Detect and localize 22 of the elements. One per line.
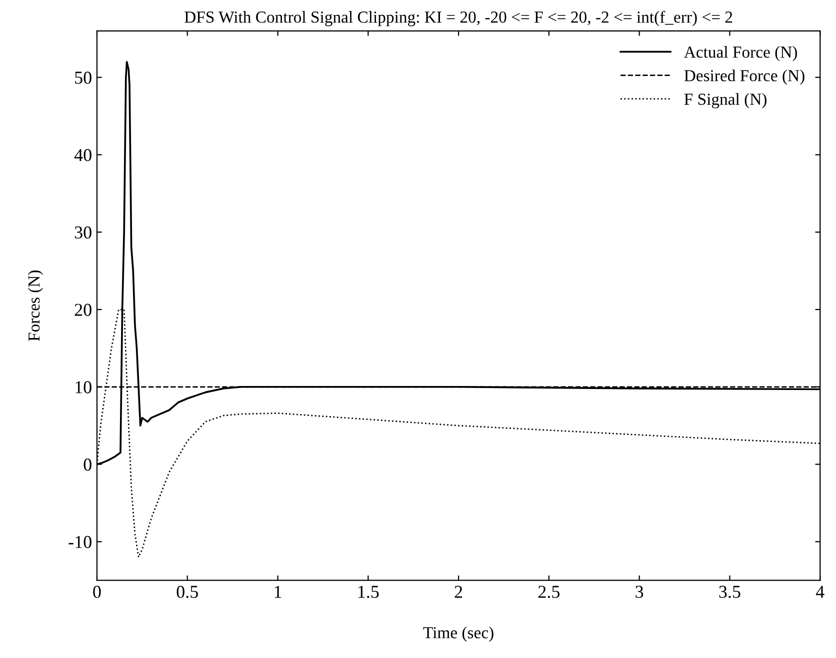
x-tick-label: 1 — [274, 586, 282, 598]
y-tick-label: 30 — [74, 226, 92, 239]
y-tick-label: 10 — [76, 381, 92, 394]
y-axis-title: Forces (N) — [28, 270, 44, 342]
legend-label: Desired Force (N) — [684, 70, 804, 85]
x-tick-label: 2 — [454, 586, 462, 598]
x-tick-label: 3.5 — [719, 586, 740, 598]
x-tick-label: 0.5 — [176, 586, 198, 598]
y-tick-label: -10 — [68, 536, 92, 548]
y-tick-label: 50 — [75, 72, 92, 84]
legend-label: Actual Force (N) — [684, 46, 797, 62]
legend-label: F Signal (N) — [684, 93, 766, 108]
y-tick-label: 20 — [74, 304, 92, 316]
chart-title: DFS With Control Signal Clipping: KI = 20, -20 <= F <= 20, -2 <= int(f_err) <= 2 — [184, 10, 732, 26]
y-tick-label: 40 — [74, 149, 92, 162]
x-tick-label: 2.5 — [538, 586, 560, 598]
x-tick-label: 0 — [93, 586, 101, 598]
x-tick-label: 4 — [816, 586, 824, 598]
x-tick-label: 1.5 — [358, 586, 379, 598]
x-tick-label: 3 — [636, 586, 644, 598]
y-tick-label: 0 — [84, 458, 92, 471]
x-axis-title: Time (sec) — [423, 626, 494, 642]
